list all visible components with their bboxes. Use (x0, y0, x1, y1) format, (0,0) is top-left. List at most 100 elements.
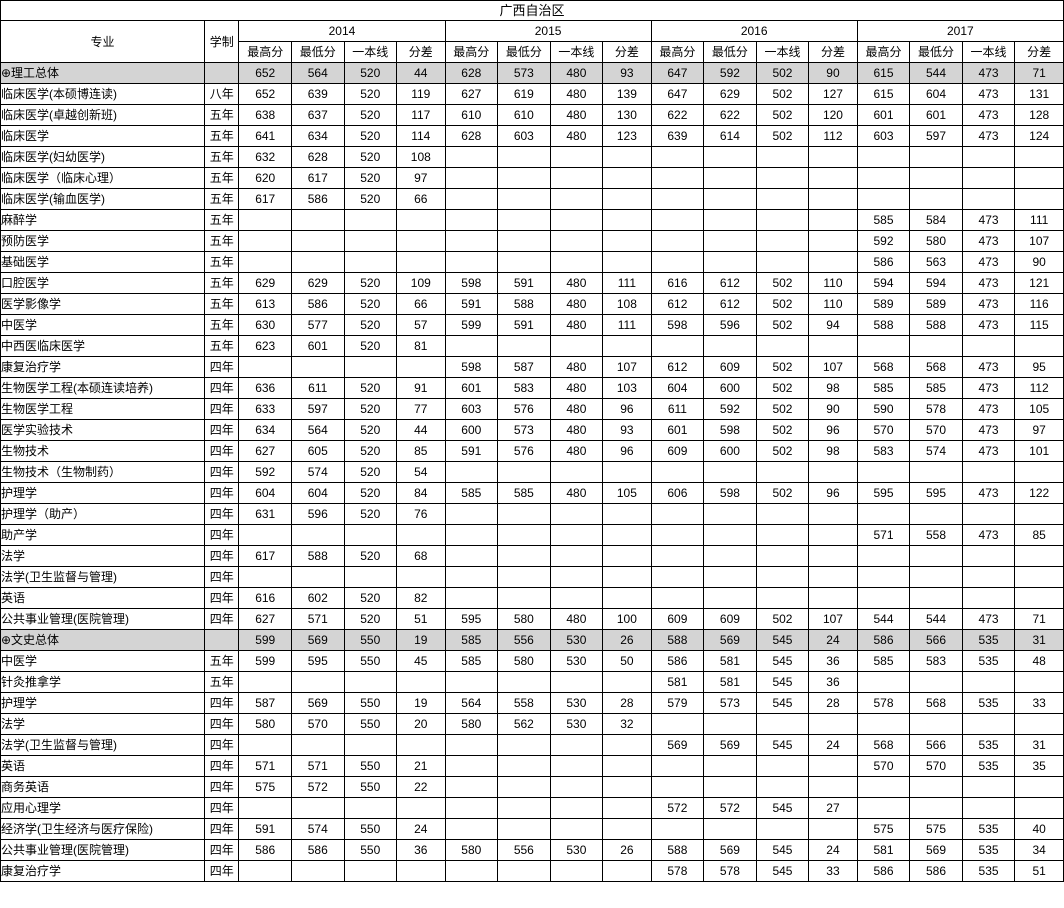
table-row[interactable]: 助产学 四年 571 558 473 85 (0, 524, 1064, 546)
table-row[interactable]: 医学影像学 五年 613 586 520 66 591 588 480 108 612 612 502 1… (0, 293, 1064, 315)
column-header-2017-diff: 分差 (1014, 41, 1064, 63)
table-row[interactable]: 临床医学(输血医学) 五年 617 586 520 66 (0, 188, 1064, 210)
table-row[interactable]: 经济学(卫生经济与医疗保险) 四年 591 574 550 24 575 575 535 40 (0, 818, 1064, 840)
score-cell-2017-max: 583 (856, 440, 911, 462)
score-cell-2017-max: 544 (856, 608, 911, 630)
table-row[interactable]: 针灸推拿学 五年 581 581 545 36 (0, 671, 1064, 693)
table-row[interactable]: 临床医学(妇幼医学) 五年 632 628 520 108 (0, 146, 1064, 168)
score-cell-2017-diff: 71 (1014, 608, 1064, 630)
score-cell-2014-max: 591 (238, 818, 292, 840)
table-body: ⊕理工总体 652 564 520 44 628 573 480 93 647 592 502 90 61… (0, 62, 1064, 882)
table-row[interactable]: 法学(卫生监督与管理) 四年 569 569 545 24 568 566 535 31 (0, 734, 1064, 756)
score-cell-2017-diff (1014, 167, 1064, 189)
score-cell-2014-line (343, 797, 398, 819)
table-row[interactable]: 护理学（助产） 四年 631 596 520 76 (0, 503, 1064, 525)
term-cell: 四年 (204, 482, 240, 504)
table-row[interactable]: 护理学 四年 587 569 550 19 564 558 530 28 579 573 545 28 57… (0, 692, 1064, 714)
table-row[interactable]: ⊕理工总体 652 564 520 44 628 573 480 93 647 592 502 90 61… (0, 62, 1064, 84)
score-cell-2014-line (343, 734, 398, 756)
table-row[interactable]: 口腔医学 五年 629 629 520 109 598 591 480 111 616 612 502 1… (0, 272, 1064, 294)
table-row[interactable]: ⊕文史总体 599 569 550 19 585 556 530 26 588 569 545 24 58… (0, 629, 1064, 651)
table-row[interactable]: 法学 四年 580 570 550 20 580 562 530 32 (0, 713, 1064, 735)
table-row[interactable]: 临床医学(本硕博连读) 八年 652 639 520 119 627 619 480 139 647… (0, 83, 1064, 105)
major-name-cell: 护理学 (0, 692, 206, 714)
score-cell-2017-min: 558 (909, 524, 963, 546)
score-cell-2014-diff (396, 209, 446, 231)
score-cell-2014-max: 620 (238, 167, 292, 189)
score-cell-2015-line (549, 335, 604, 357)
score-cell-2014-max (238, 797, 292, 819)
score-cell-2016-max (650, 167, 705, 189)
score-cell-2017-min (909, 146, 963, 168)
table-row[interactable]: 中医学 五年 630 577 520 57 599 591 480 111 598 596 502 94 5… (0, 314, 1064, 336)
score-cell-2017-min (909, 545, 963, 567)
score-cell-2017-diff: 40 (1014, 818, 1064, 840)
score-cell-2015-min: 591 (497, 272, 551, 294)
table-row[interactable]: 生物技术 四年 627 605 520 85 591 576 480 96 609 600 502 98 5… (0, 440, 1064, 462)
table-row[interactable]: 公共事业管理(医院管理) 四年 586 586 550 36 580 556 530 26 588 5… (0, 839, 1064, 861)
table-row[interactable]: 康复治疗学 四年 578 578 545 33 586 586 535 51 (0, 860, 1064, 882)
table-row[interactable]: 生物技术（生物制药） 四年 592 574 520 54 (0, 461, 1064, 483)
table-row[interactable]: 法学 四年 617 588 520 68 (0, 545, 1064, 567)
score-cell-2016-min (703, 755, 757, 777)
score-cell-2015-min: 576 (497, 440, 551, 462)
score-cell-2017-max (856, 461, 911, 483)
term-cell: 四年 (204, 797, 240, 819)
table-row[interactable]: 预防医学 五年 592 580 473 107 (0, 230, 1064, 252)
major-name-cell: 中医学 (0, 650, 206, 672)
score-cell-2016-diff: 98 (808, 440, 858, 462)
table-row[interactable]: 临床医学(卓越创新班) 五年 638 637 520 117 610 610 480 130 622… (0, 104, 1064, 126)
score-cell-2015-diff (602, 734, 652, 756)
score-cell-2015-max: 603 (444, 398, 499, 420)
major-name-cell: 法学 (0, 713, 206, 735)
score-cell-2016-diff (808, 566, 858, 588)
score-cell-2017-diff: 31 (1014, 734, 1064, 756)
table-row[interactable]: 英语 四年 571 571 550 21 570 570 535 35 (0, 755, 1064, 777)
score-cell-2017-min: 601 (909, 104, 963, 126)
score-cell-2014-diff: 84 (396, 482, 446, 504)
table-row[interactable]: 麻醉学 五年 585 584 473 111 (0, 209, 1064, 231)
score-cell-2017-max (856, 797, 911, 819)
table-row[interactable]: 公共事业管理(医院管理) 四年 627 571 520 51 595 580 480 100 609… (0, 608, 1064, 630)
column-header-2014-max: 最高分 (238, 41, 292, 63)
term-cell: 五年 (204, 104, 240, 126)
table-row[interactable]: 康复治疗学 四年 598 587 480 107 612 609 502 107 568 568 473… (0, 356, 1064, 378)
table-row[interactable]: 临床医学（临床心理） 五年 620 617 520 97 (0, 167, 1064, 189)
table-row[interactable]: 应用心理学 四年 572 572 545 27 (0, 797, 1064, 819)
score-cell-2017-diff: 35 (1014, 755, 1064, 777)
score-cell-2015-max (444, 251, 499, 273)
table-row[interactable]: 生物医学工程(本硕连读培养) 四年 636 611 520 91 601 583 480 103 6… (0, 377, 1064, 399)
major-name-cell: 口腔医学 (0, 272, 206, 294)
table-row[interactable]: 法学(卫生监督与管理) 四年 (0, 566, 1064, 588)
score-cell-2016-max: 639 (650, 125, 705, 147)
table-row[interactable]: 商务英语 四年 575 572 550 22 (0, 776, 1064, 798)
term-cell: 五年 (204, 272, 240, 294)
major-name-cell: 临床医学（临床心理） (0, 167, 206, 189)
group-row-label[interactable]: ⊕文史总体 (0, 629, 206, 651)
term-cell: 四年 (204, 398, 240, 420)
score-cell-2014-min (290, 797, 345, 819)
score-cell-2017-max (856, 167, 911, 189)
table-row[interactable]: 英语 四年 616 602 520 82 (0, 587, 1064, 609)
group-row-label[interactable]: ⊕理工总体 (0, 62, 206, 84)
score-cell-2015-line: 530 (549, 692, 604, 714)
score-cell-2016-diff (808, 251, 858, 273)
score-cell-2014-max: 632 (238, 146, 292, 168)
table-row[interactable]: 临床医学 五年 641 634 520 114 628 603 480 123 639 614 502 1… (0, 125, 1064, 147)
table-row[interactable]: 中医学 五年 599 595 550 45 585 580 530 50 586 581 545 36 58… (0, 650, 1064, 672)
table-row[interactable]: 医学实验技术 四年 634 564 520 44 600 573 480 93 601 598 502 9… (0, 419, 1064, 441)
score-cell-2016-max (650, 209, 705, 231)
table-row[interactable]: 中西医临床医学 五年 623 601 520 81 (0, 335, 1064, 357)
score-cell-2014-max: 599 (238, 629, 292, 651)
table-row[interactable]: 护理学 四年 604 604 520 84 585 585 480 105 606 598 502 96 5… (0, 482, 1064, 504)
score-cell-2015-line (549, 146, 604, 168)
score-cell-2017-min: 584 (909, 209, 963, 231)
term-cell: 五年 (204, 209, 240, 231)
table-row[interactable]: 基础医学 五年 586 563 473 90 (0, 251, 1064, 273)
table-row[interactable]: 生物医学工程 四年 633 597 520 77 603 576 480 96 611 592 502 9… (0, 398, 1064, 420)
score-cell-2017-line (961, 146, 1016, 168)
score-cell-2016-diff: 27 (808, 797, 858, 819)
score-cell-2015-diff (602, 755, 652, 777)
score-cell-2017-line: 535 (961, 818, 1016, 840)
score-cell-2014-line: 550 (343, 839, 398, 861)
